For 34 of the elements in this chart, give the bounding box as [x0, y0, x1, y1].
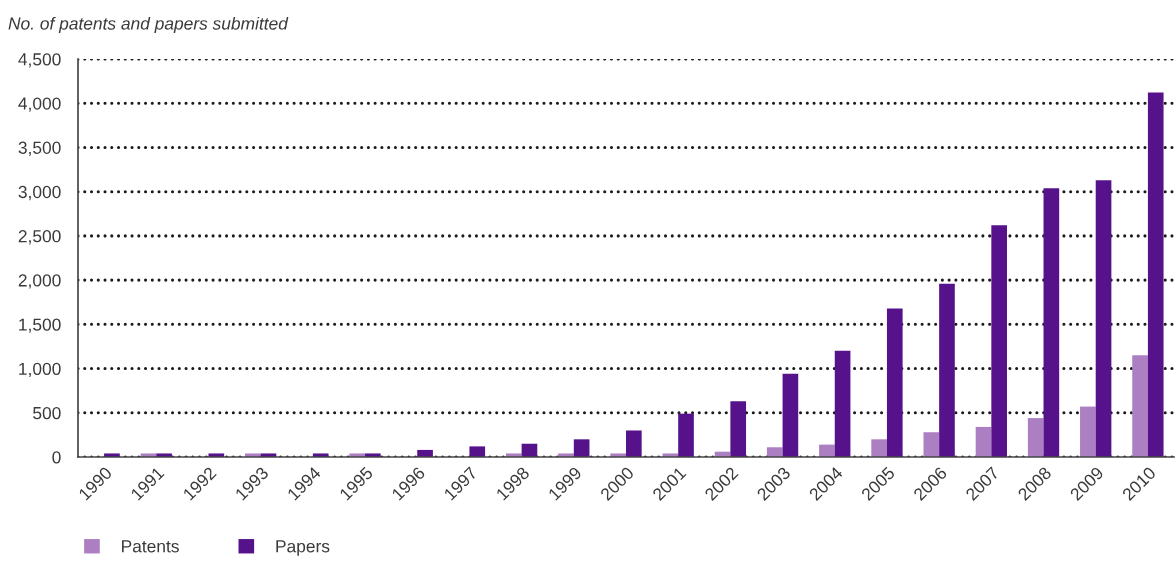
bar	[469, 446, 486, 457]
y-tick-label: 3,500	[18, 141, 61, 156]
y-tick-label: 1,000	[19, 362, 61, 378]
y-tick-label: 3,000	[18, 185, 61, 201]
y-tick-label: 500	[33, 406, 61, 420]
bar	[1132, 355, 1148, 457]
bar	[834, 350, 851, 457]
bar	[871, 439, 887, 457]
bar	[1027, 418, 1044, 457]
bar	[991, 225, 1007, 457]
bar	[766, 447, 783, 457]
bar	[923, 432, 940, 457]
y-axis-title: No. of patents and papers submitted	[8, 16, 289, 34]
bar	[939, 283, 955, 457]
bar	[730, 401, 747, 457]
bar	[626, 430, 642, 457]
y-tick-label: 4,000	[18, 97, 61, 112]
y-tick-label: 2,500	[18, 230, 61, 245]
y-tick-label: 0	[52, 451, 61, 464]
legend-label: Papers	[276, 540, 330, 556]
bar	[819, 444, 835, 457]
bar	[1147, 92, 1164, 457]
bar	[782, 373, 799, 457]
bar	[573, 439, 590, 457]
y-tick-label: 4,500	[18, 53, 61, 68]
bar	[1080, 406, 1096, 457]
bar	[1095, 180, 1112, 457]
bar	[678, 413, 694, 457]
bar	[975, 426, 992, 457]
legend-label: Patents	[122, 540, 179, 553]
y-tick-label: 2,000	[18, 274, 61, 289]
y-tick-label: 1,500	[19, 318, 61, 333]
bar	[1043, 188, 1060, 457]
bar	[886, 308, 903, 457]
